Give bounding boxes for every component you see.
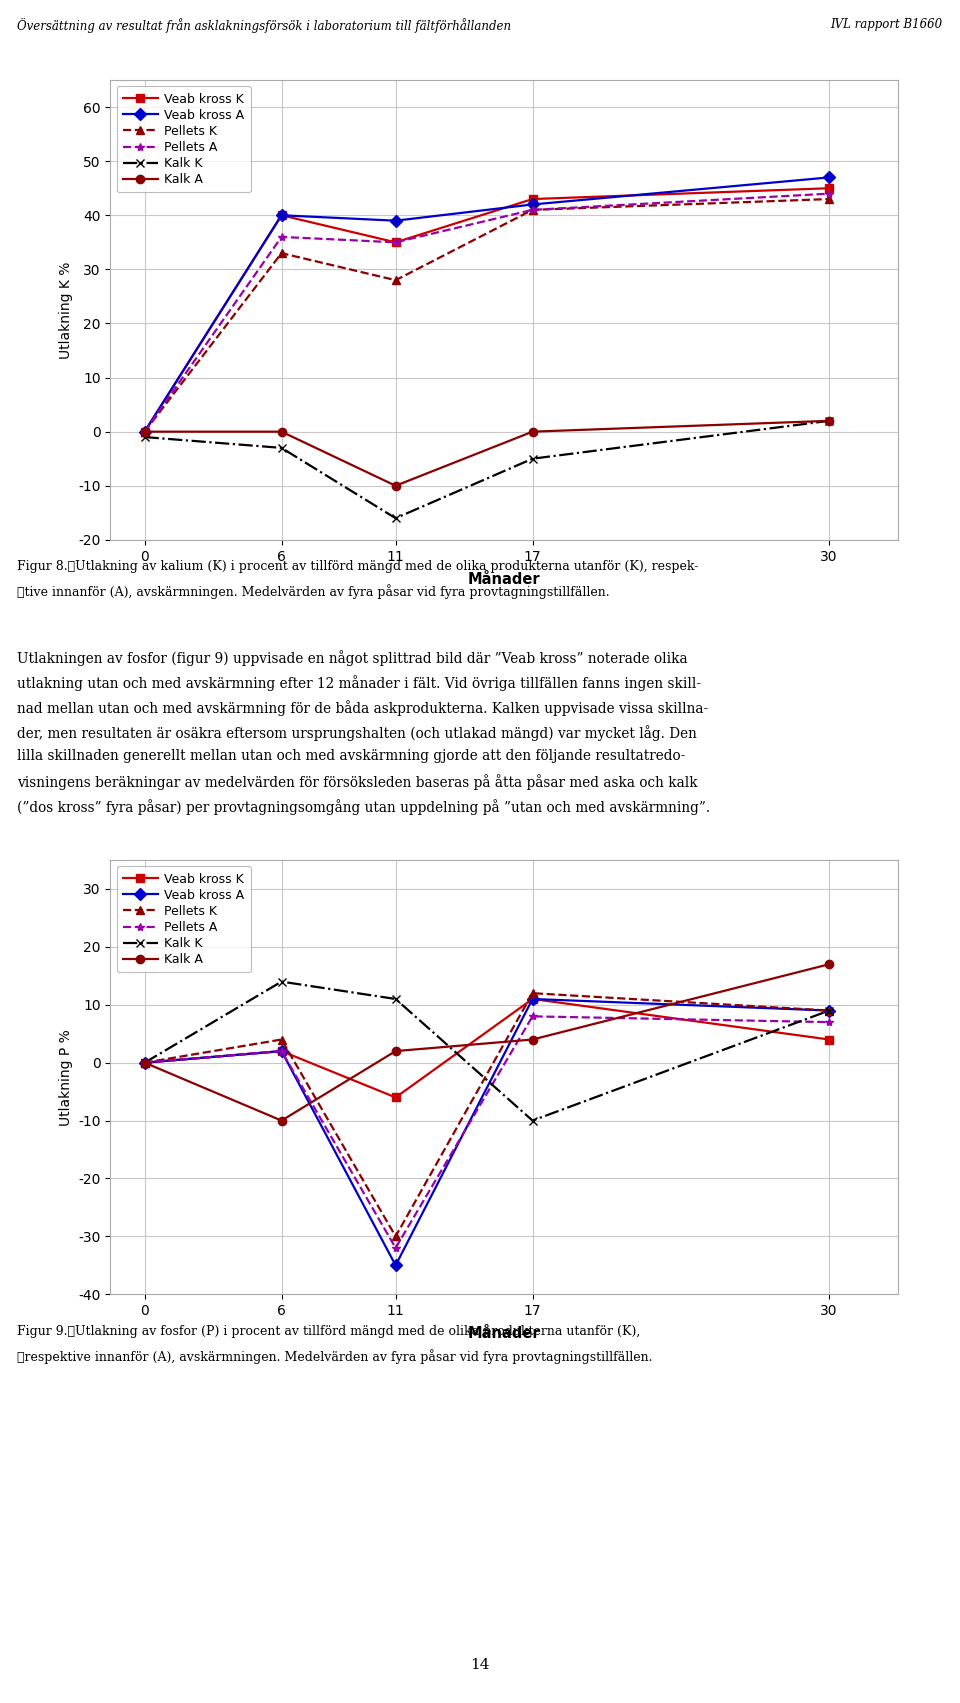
Text: Utlakningen av fosfor (figur 9) uppvisade en något splittrad bild där ”Veab kros: Utlakningen av fosfor (figur 9) uppvisad… [17, 651, 688, 666]
Text: utlakning utan och med avskärmning efter 12 månader i fält. Vid övriga tillfälle: utlakning utan och med avskärmning efter… [17, 674, 701, 691]
X-axis label: Månader: Månader [468, 572, 540, 588]
Y-axis label: Utlakning P %: Utlakning P % [59, 1029, 73, 1126]
Legend: Veab kross K, Veab kross A, Pellets K, Pellets A, Kalk K, Kalk A: Veab kross K, Veab kross A, Pellets K, P… [117, 87, 251, 192]
Text: tive innanför (A), avskärmningen. Medelvärden av fyra påsar vid fyra provtagning: tive innanför (A), avskärmningen. Medelv… [17, 584, 610, 599]
Text: 14: 14 [470, 1659, 490, 1672]
Text: nad mellan utan och med avskärmning för de båda askprodukterna. Kalken uppvisade: nad mellan utan och med avskärmning för … [17, 700, 708, 715]
Y-axis label: Utlakning K %: Utlakning K % [59, 261, 73, 359]
Text: (”dos kross” fyra påsar) per provtagningsomgång utan uppdelning på ”utan och med: (”dos kross” fyra påsar) per provtagning… [17, 799, 710, 814]
X-axis label: Månader: Månader [468, 1327, 540, 1342]
Text: IVL rapport B1660: IVL rapport B1660 [830, 17, 943, 31]
Legend: Veab kross K, Veab kross A, Pellets K, Pellets A, Kalk K, Kalk A: Veab kross K, Veab kross A, Pellets K, P… [117, 867, 251, 972]
Text: visningens beräkningar av medelvärden för försöksleden baseras på åtta påsar med: visningens beräkningar av medelvärden fö… [17, 773, 698, 790]
Text: der, men resultaten är osäkra eftersom ursprungshalten (och utlakad mängd) var m: der, men resultaten är osäkra eftersom u… [17, 725, 697, 741]
Text: Översättning av resultat från asklakningsförsök i laboratorium till fältförhålla: Översättning av resultat från asklakning… [17, 17, 512, 32]
Text: Figur 8.	Utlakning av kalium (K) i procent av tillförd mängd med de olika produk: Figur 8. Utlakning av kalium (K) i proce… [17, 560, 699, 574]
Text: respektive innanför (A), avskärmningen. Medelvärden av fyra påsar vid fyra provt: respektive innanför (A), avskärmningen. … [17, 1349, 653, 1364]
Text: Figur 9.	Utlakning av fosfor (P) i procent av tillförd mängd med de olika produk: Figur 9. Utlakning av fosfor (P) i proce… [17, 1325, 640, 1339]
Text: lilla skillnaden generellt mellan utan och med avskärmning gjorde att den följan: lilla skillnaden generellt mellan utan o… [17, 749, 685, 763]
